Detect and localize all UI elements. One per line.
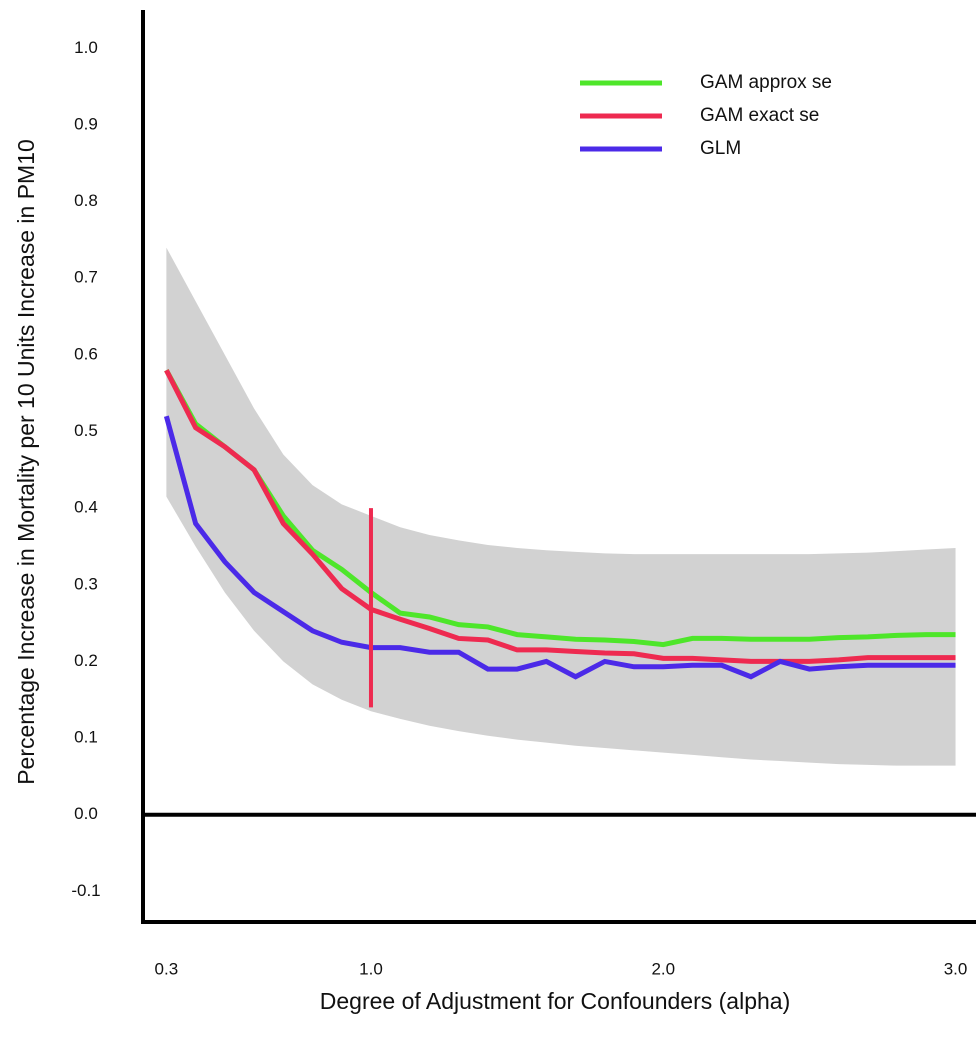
x-tick-label: 0.3 bbox=[155, 959, 179, 978]
series-line bbox=[163, 415, 956, 680]
y-tick-label: 0.3 bbox=[74, 574, 98, 593]
y-tick-label: 0.1 bbox=[74, 728, 98, 747]
y-tick-label: 0.7 bbox=[74, 268, 98, 287]
y-tick-label: -0.1 bbox=[71, 881, 100, 900]
legend-label: GLM bbox=[700, 138, 741, 159]
x-tick-label: 3.0 bbox=[944, 959, 968, 978]
y-tick-label: 0.0 bbox=[74, 804, 98, 823]
legend-label: GAM approx se bbox=[700, 72, 832, 93]
series-line bbox=[164, 369, 956, 664]
y-tick-label: 0.8 bbox=[74, 191, 98, 210]
x-axis-label: Degree of Adjustment for Confounders (al… bbox=[320, 988, 791, 1014]
y-tick-label: 0.9 bbox=[74, 114, 98, 133]
y-tick-label: 0.6 bbox=[74, 344, 98, 363]
y-tick-label: 0.2 bbox=[74, 651, 98, 670]
series-line bbox=[164, 369, 956, 648]
confidence-band bbox=[166, 247, 956, 766]
y-tick-label: 0.4 bbox=[74, 498, 98, 517]
y-tick-label: 1.0 bbox=[74, 38, 98, 57]
x-tick-label: 1.0 bbox=[359, 959, 383, 978]
x-tick-label: 2.0 bbox=[651, 959, 675, 978]
y-axis-label: Percentage Increase in Mortality per 10 … bbox=[13, 139, 39, 785]
y-tick-label: 0.5 bbox=[74, 421, 98, 440]
legend-label: GAM exact se bbox=[700, 105, 819, 126]
